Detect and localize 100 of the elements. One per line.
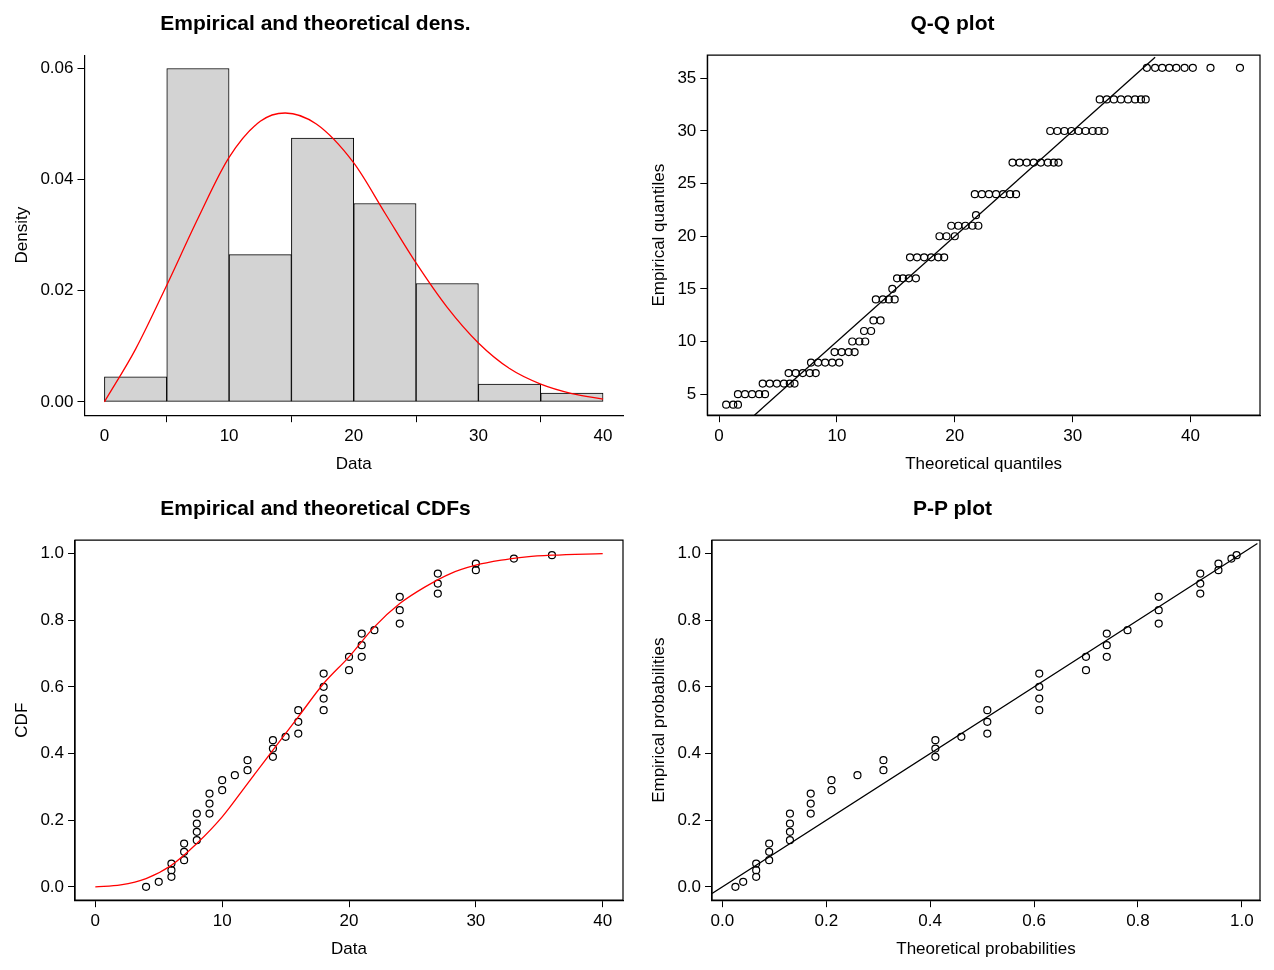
point (294, 729, 303, 738)
y-axis-title: Density (11, 206, 31, 264)
y-tick-label: 10 (677, 331, 697, 351)
x-axis-title: Data (331, 939, 368, 959)
point (319, 706, 328, 715)
point (827, 786, 836, 795)
y-tick-label: 35 (677, 68, 697, 88)
x-tick-label: 10 (219, 426, 239, 446)
x-tick-label: 40 (593, 426, 613, 446)
point (192, 809, 201, 818)
x-tick-label: 0.6 (1022, 911, 1046, 931)
point (167, 866, 176, 875)
point (433, 589, 442, 598)
point (765, 856, 774, 865)
line-series (103, 112, 604, 403)
point (785, 819, 795, 828)
point (547, 551, 557, 560)
point (1035, 694, 1044, 703)
y-tick-label: 0.0 (677, 876, 702, 896)
point (731, 882, 740, 891)
chart-title: Q-Q plot (910, 11, 995, 35)
point (983, 706, 992, 715)
x-tick-label: 0.8 (1126, 911, 1150, 931)
point (957, 732, 966, 741)
chart-title: Empirical and theoretical dens. (160, 11, 471, 35)
point (319, 682, 328, 691)
y-tick-label: 0.00 (40, 391, 74, 411)
point (879, 756, 888, 765)
x-tick-label: 30 (466, 911, 486, 931)
point (1081, 666, 1091, 675)
y-tick-label: 0.06 (40, 58, 74, 78)
point (192, 819, 201, 828)
y-tick-label: 30 (677, 120, 697, 140)
point (357, 629, 366, 638)
point (471, 559, 480, 568)
y-tick-label: 0.04 (40, 169, 74, 189)
y-tick-label: 0.6 (40, 676, 65, 696)
point (1154, 606, 1163, 615)
point (1154, 592, 1163, 601)
x-tick-label: 40 (593, 911, 613, 931)
point (1196, 579, 1205, 588)
point (765, 839, 774, 848)
point (785, 827, 795, 836)
y-axis-title: Empirical quantiles (648, 163, 668, 307)
point (1232, 551, 1241, 560)
y-tick-label: 25 (677, 173, 697, 193)
point (357, 641, 366, 650)
point (141, 882, 151, 891)
point (395, 619, 404, 628)
point (1081, 652, 1091, 661)
point (180, 856, 189, 865)
point (319, 694, 328, 703)
x-tick-label: 30 (1063, 426, 1083, 446)
x-tick-label: 20 (945, 426, 965, 446)
line-series (94, 552, 604, 888)
x-tick-label: 10 (212, 911, 232, 931)
point (471, 566, 480, 575)
point (827, 776, 836, 785)
point (433, 579, 442, 588)
point (1102, 629, 1111, 638)
x-tick-label: 0.4 (918, 911, 942, 931)
y-tick-label: 0.8 (40, 609, 65, 629)
point (931, 744, 940, 753)
point (806, 809, 815, 818)
point (983, 729, 992, 738)
x-tick-label: 0.2 (814, 911, 839, 931)
y-axis-title: Empirical probabilities (648, 637, 668, 803)
point (294, 717, 303, 726)
x-axis-title: Data (335, 454, 373, 474)
point (1196, 569, 1205, 578)
point (752, 859, 761, 868)
point (268, 736, 278, 745)
point (281, 732, 290, 741)
chart-title: Empirical and theoretical CDFs (160, 496, 471, 520)
point (931, 752, 940, 761)
y-tick-label: 15 (677, 278, 697, 298)
point (1102, 652, 1111, 661)
y-tick-label: 0.6 (677, 676, 702, 696)
point (879, 766, 888, 775)
x-tick-label: 20 (339, 911, 359, 931)
point (509, 554, 519, 563)
y-tick-label: 5 (686, 383, 697, 403)
y-tick-label: 0.2 (677, 809, 702, 829)
point (752, 866, 761, 875)
point (806, 799, 815, 808)
x-axis-title: Theoretical quantiles (905, 454, 1063, 474)
point (806, 789, 815, 798)
point (167, 872, 176, 881)
x-tick-label: 1.0 (1230, 911, 1254, 931)
chart-title: P-P plot (913, 496, 992, 520)
point (205, 789, 214, 798)
point (230, 771, 239, 780)
point (752, 872, 761, 881)
point (192, 836, 201, 845)
point (218, 776, 227, 785)
point (167, 859, 176, 868)
point (1035, 682, 1044, 691)
y-tick-label: 1.0 (40, 543, 65, 563)
point (1035, 706, 1044, 715)
y-tick-label: 0.2 (40, 809, 65, 829)
